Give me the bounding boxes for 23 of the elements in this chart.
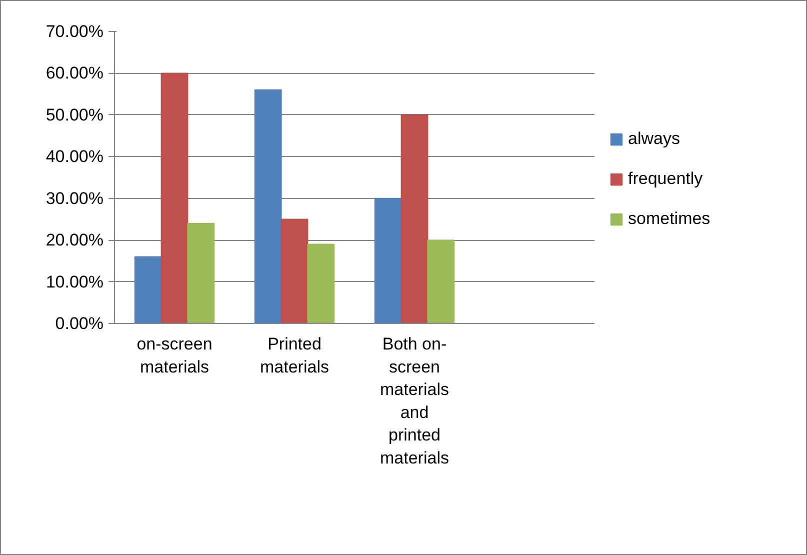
bar: [427, 240, 455, 324]
y-tick-label: 40.00%: [46, 147, 104, 166]
bar: [307, 244, 335, 324]
x-tick-label: on-screen materials: [136, 334, 212, 376]
legend-label: sometimes: [628, 208, 710, 228]
y-tick-label: 0.00%: [55, 314, 104, 333]
x-tick-label: Both on-screen materials and printed materials: [380, 334, 449, 468]
legend-label: always: [628, 128, 680, 148]
bar: [400, 114, 428, 324]
y-tick-label: 50.00%: [46, 105, 104, 124]
y-tick-label: 10.00%: [46, 272, 104, 292]
y-tick-label: 30.00%: [46, 188, 104, 208]
x-tick-label: Printed materials: [260, 334, 329, 376]
y-tick-label: 70.00%: [46, 22, 104, 41]
y-tick-label: 20.00%: [46, 230, 104, 250]
y-tick-label: 60.00%: [46, 64, 104, 83]
bar: [160, 72, 188, 324]
legend-label: frequently: [628, 168, 703, 188]
bar: [134, 256, 162, 324]
bar: [187, 222, 215, 324]
bar: [254, 89, 282, 324]
bar: [374, 198, 402, 324]
bar: [280, 218, 308, 324]
